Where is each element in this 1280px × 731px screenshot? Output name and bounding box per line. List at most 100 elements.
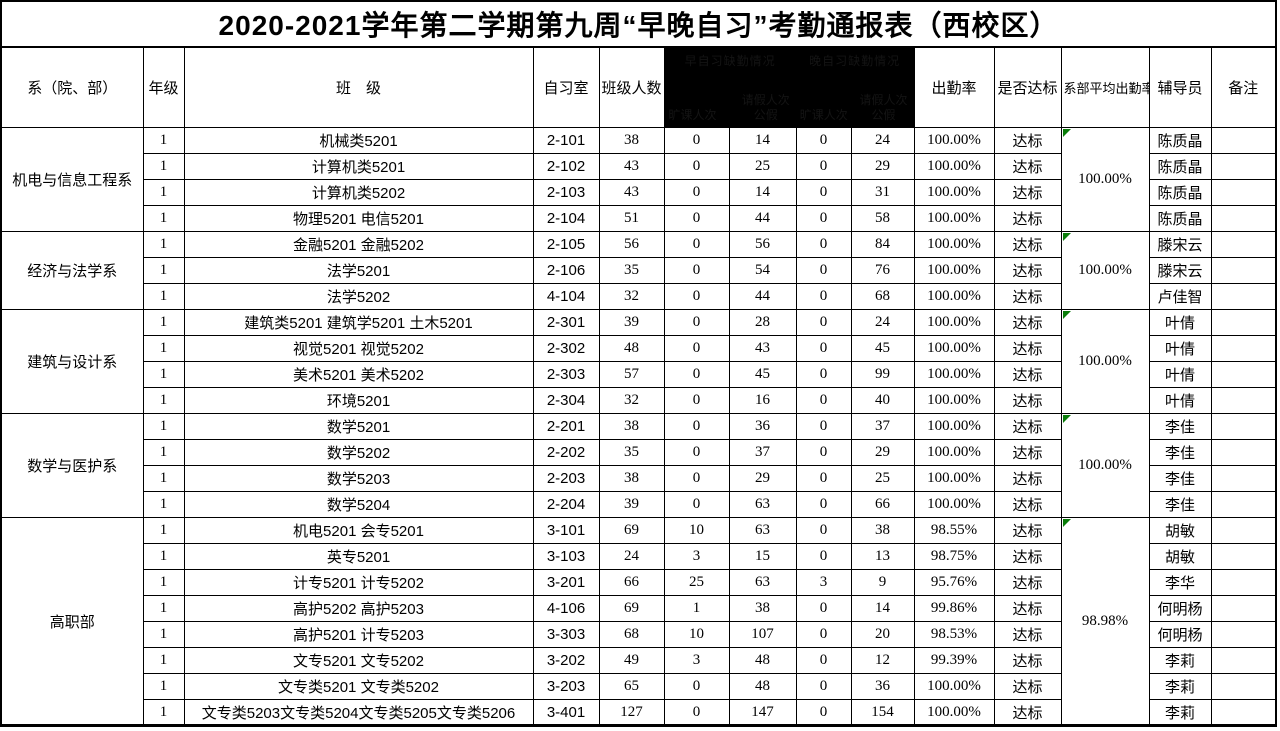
counselor-cell[interactable]: 李佳 [1148,439,1212,466]
remark-cell[interactable] [1210,621,1277,648]
department-cell[interactable]: 建筑与设计系 [0,309,144,414]
evening-leave-cell[interactable]: 25 [850,465,915,492]
report-title-cell[interactable]: 2020-2021学年第二学期第九周“早晚自习”考勤通报表（西校区） [0,0,1277,48]
class-cell[interactable]: 建筑类5201 建筑学5201 土木5201 [183,309,534,336]
attendance-rate-cell[interactable]: 100.00% [913,231,995,258]
class-cell[interactable]: 机电5201 会专5201 [183,517,534,544]
room-cell[interactable]: 2-302 [532,335,600,362]
remark-cell[interactable] [1210,361,1277,388]
attendance-rate-cell[interactable]: 100.00% [913,439,995,466]
counselor-cell[interactable]: 滕宋云 [1148,257,1212,284]
class-size-cell[interactable]: 127 [598,699,665,726]
remark-cell[interactable] [1210,543,1277,570]
class-size-cell[interactable]: 32 [598,387,665,414]
morning-absent-cell[interactable]: 0 [663,465,730,492]
evening-leave-cell[interactable]: 45 [850,335,915,362]
class-size-cell[interactable]: 57 [598,361,665,388]
class-cell[interactable]: 物理5201 电信5201 [183,205,534,232]
evening-leave-cell[interactable]: 154 [850,699,915,726]
counselor-cell[interactable]: 卢佳智 [1148,283,1212,310]
attendance-rate-cell[interactable]: 100.00% [913,309,995,336]
class-cell[interactable]: 数学5202 [183,439,534,466]
grade-cell[interactable]: 1 [142,361,185,388]
evening-absent-cell[interactable]: 0 [795,673,852,700]
standard-cell[interactable]: 达标 [993,231,1062,258]
standard-cell[interactable]: 达标 [993,413,1062,440]
class-size-cell[interactable]: 38 [598,413,665,440]
counselor-cell[interactable]: 何明杨 [1148,595,1212,622]
room-cell[interactable]: 3-101 [532,517,600,544]
grade-cell[interactable]: 1 [142,309,185,336]
room-cell[interactable]: 3-201 [532,569,600,596]
remark-cell[interactable] [1210,309,1277,336]
room-cell[interactable]: 2-304 [532,387,600,414]
evening-absent-cell[interactable]: 0 [795,621,852,648]
header-remark[interactable]: 备注 [1210,46,1277,128]
morning-leave-cell[interactable]: 37 [728,439,797,466]
counselor-cell[interactable]: 何明杨 [1148,621,1212,648]
evening-absent-cell[interactable]: 0 [795,491,852,518]
department-cell[interactable]: 数学与医护系 [0,413,144,518]
grade-cell[interactable]: 1 [142,413,185,440]
attendance-rate-cell[interactable]: 98.55% [913,517,995,544]
grade-cell[interactable]: 1 [142,153,185,180]
attendance-rate-cell[interactable]: 100.00% [913,491,995,518]
room-cell[interactable]: 2-203 [532,465,600,492]
morning-leave-cell[interactable]: 15 [728,543,797,570]
morning-leave-cell[interactable]: 43 [728,335,797,362]
evening-absent-cell[interactable]: 0 [795,179,852,206]
counselor-cell[interactable]: 叶倩 [1148,361,1212,388]
standard-cell[interactable]: 达标 [993,543,1062,570]
class-cell[interactable]: 文专类5203文专类5204文专类5205文专类5206 [183,699,534,726]
class-cell[interactable]: 视觉5201 视觉5202 [183,335,534,362]
class-size-cell[interactable]: 48 [598,335,665,362]
grade-cell[interactable]: 1 [142,387,185,414]
grade-cell[interactable]: 1 [142,673,185,700]
morning-absent-cell[interactable]: 0 [663,231,730,258]
counselor-cell[interactable]: 陈质晶 [1148,127,1212,154]
dept-avg-rate-cell[interactable]: 100.00% [1060,413,1150,518]
morning-absent-cell[interactable]: 0 [663,699,730,726]
header-class-size[interactable]: 班级人数 [598,46,665,128]
morning-leave-cell[interactable]: 14 [728,179,797,206]
class-size-cell[interactable]: 35 [598,257,665,284]
grade-cell[interactable]: 1 [142,543,185,570]
dept-avg-rate-cell[interactable]: 100.00% [1060,309,1150,414]
morning-absent-cell[interactable]: 0 [663,413,730,440]
room-cell[interactable]: 2-106 [532,257,600,284]
class-size-cell[interactable]: 51 [598,205,665,232]
header-dept-avg-rate[interactable]: 系部平均出勤率 [1060,46,1150,128]
standard-cell[interactable]: 达标 [993,647,1062,674]
room-cell[interactable]: 2-303 [532,361,600,388]
class-cell[interactable]: 高护5201 计专5203 [183,621,534,648]
counselor-cell[interactable]: 陈质晶 [1148,205,1212,232]
header-room[interactable]: 自习室 [532,46,600,128]
morning-absent-cell[interactable]: 0 [663,673,730,700]
remark-cell[interactable] [1210,465,1277,492]
class-cell[interactable]: 法学5201 [183,257,534,284]
morning-leave-cell[interactable]: 63 [728,491,797,518]
morning-leave-cell[interactable]: 63 [728,517,797,544]
morning-absent-cell[interactable]: 0 [663,205,730,232]
room-cell[interactable]: 3-401 [532,699,600,726]
standard-cell[interactable]: 达标 [993,127,1062,154]
evening-absent-cell[interactable]: 0 [795,543,852,570]
remark-cell[interactable] [1210,517,1277,544]
class-cell[interactable]: 数学5203 [183,465,534,492]
grade-cell[interactable]: 1 [142,231,185,258]
morning-absent-cell[interactable]: 0 [663,439,730,466]
dept-avg-rate-cell[interactable]: 100.00% [1060,231,1150,310]
attendance-rate-cell[interactable]: 98.75% [913,543,995,570]
evening-leave-cell[interactable]: 24 [850,127,915,154]
class-size-cell[interactable]: 43 [598,179,665,206]
counselor-cell[interactable]: 李莉 [1148,699,1212,726]
standard-cell[interactable]: 达标 [993,569,1062,596]
class-cell[interactable]: 计专5201 计专5202 [183,569,534,596]
class-size-cell[interactable]: 43 [598,153,665,180]
standard-cell[interactable]: 达标 [993,439,1062,466]
standard-cell[interactable]: 达标 [993,387,1062,414]
attendance-rate-cell[interactable]: 100.00% [913,153,995,180]
evening-leave-cell[interactable]: 68 [850,283,915,310]
remark-cell[interactable] [1210,205,1277,232]
morning-absent-cell[interactable]: 0 [663,153,730,180]
